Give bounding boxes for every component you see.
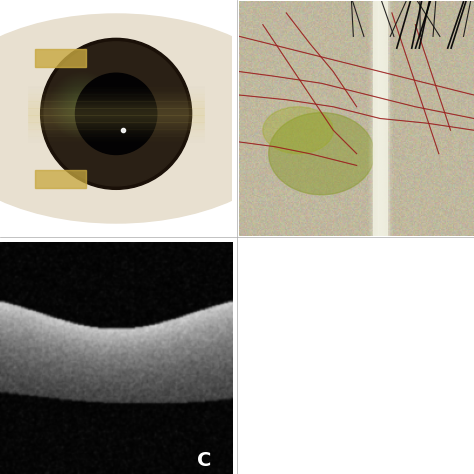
Ellipse shape [269,113,374,195]
Ellipse shape [263,107,333,154]
Text: C: C [197,451,211,470]
Bar [35,170,86,188]
Ellipse shape [75,73,157,155]
Bar [35,49,86,67]
Ellipse shape [0,14,302,223]
Bar [373,1,387,236]
Ellipse shape [44,42,188,186]
Wedge shape [254,84,313,153]
Ellipse shape [41,38,191,189]
Text: A: A [206,211,221,230]
